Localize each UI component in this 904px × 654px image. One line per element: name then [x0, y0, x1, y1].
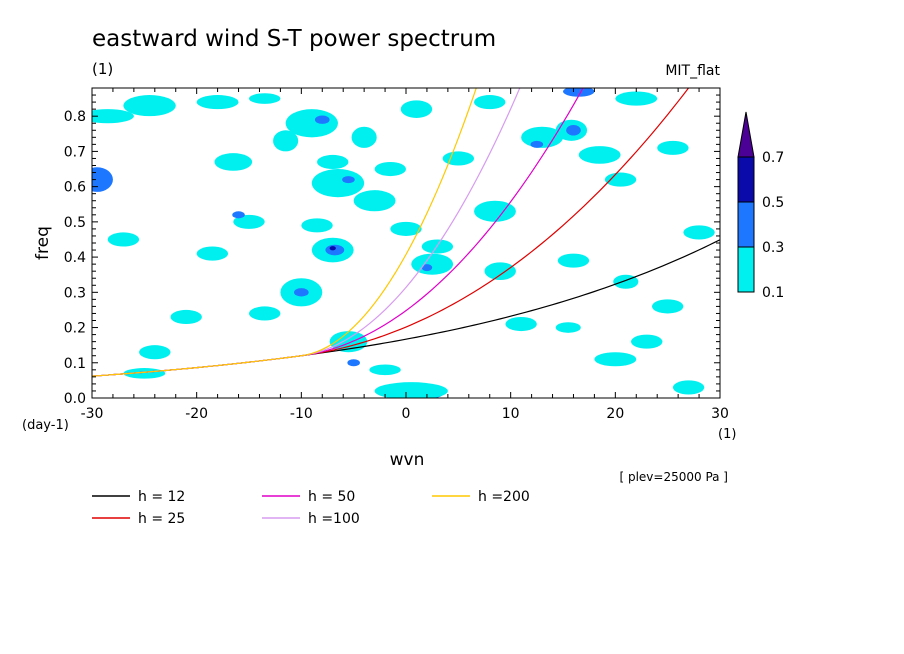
spectral-power-blob: [369, 364, 401, 376]
x-axis: -30 -20 -10 0 10 20 30: [81, 88, 729, 422]
x-tick-label: -10: [290, 406, 313, 422]
spectral-power-blob: [657, 140, 689, 155]
legend-label: h = 12: [138, 489, 185, 505]
spectral-power-blob: [442, 151, 475, 166]
spectral-power-blob: [249, 93, 281, 104]
spectral-power-blob: [232, 211, 245, 219]
y-axis: 0.0 0.1 0.2 0.3 0.4 0.5 0.6 0.7 0.8: [64, 87, 720, 407]
y-tick-label: 0.5: [64, 215, 86, 231]
colorbar-triangle: [737, 111, 755, 158]
spectral-power-blob: [233, 214, 265, 229]
x-tick-label: -30: [81, 406, 104, 422]
x-unit-label: (1): [718, 427, 736, 442]
spectral-power-blob: [474, 95, 506, 110]
y-tick-label: 0.6: [64, 180, 86, 196]
spectral-power-blob: [631, 334, 663, 349]
spectral-power-blob: [92, 167, 113, 192]
spectral-power-blob: [347, 359, 360, 367]
spectral-power-blob: [317, 154, 349, 170]
spectral-power-blob: [294, 288, 309, 297]
dispersion-curve: [92, 88, 477, 377]
y-tick-label: 0.8: [64, 109, 86, 125]
spectral-power-blob: [390, 221, 422, 236]
spectral-power-blob: [214, 153, 253, 171]
legend-label: h =100: [308, 511, 360, 527]
spectral-power-blob: [563, 88, 595, 97]
spectral-power-blob: [530, 140, 544, 148]
spectral-power-blob: [170, 309, 202, 325]
spectral-power-blob: [615, 91, 658, 106]
y-tick-label: 0.3: [64, 285, 86, 301]
legend-label: h =200: [478, 489, 530, 505]
legend-label: h = 25: [138, 511, 185, 527]
spectral-power-blob: [325, 244, 345, 256]
colorbar-label: 0.3: [762, 240, 784, 256]
spectral-power-blob: [651, 299, 684, 314]
legend: h = 12 h = 25 h = 50 h =100 h =200: [92, 489, 530, 527]
spectral-power-blob: [123, 368, 166, 379]
colorbar: 0.1 0.3 0.5 0.7: [737, 111, 784, 301]
spectral-power-blob: [672, 380, 705, 395]
spectral-power-blob: [557, 253, 590, 268]
spectral-power-blob: [555, 322, 581, 333]
spectral-power-blob: [400, 100, 433, 118]
colorbar-segment: [737, 201, 755, 248]
spectral-power-blob: [683, 225, 715, 240]
spectral-power-blob: [196, 95, 239, 110]
y-tick-label: 0.1: [64, 356, 86, 372]
spectral-power-blob: [314, 115, 330, 124]
spectral-power-blob: [196, 246, 229, 261]
spectral-power-blob: [566, 124, 581, 136]
spectral-power-blob: [311, 169, 365, 198]
spectral-power-blob: [374, 382, 448, 398]
chart-subtitle-left: (1): [92, 60, 113, 78]
y-tick-label: 0.2: [64, 321, 86, 337]
spectral-power-blob: [92, 109, 134, 124]
spectral-power-blob: [123, 95, 176, 117]
colorbar-label: 0.5: [762, 195, 784, 211]
x-tick-label: 20: [606, 406, 624, 422]
x-tick-label: -20: [185, 406, 208, 422]
spectral-power-blob: [342, 176, 355, 184]
chart-title: eastward wind S-T power spectrum: [92, 26, 496, 52]
spectral-power-blob: [594, 352, 637, 367]
chart-subtitle-right: MIT_flat: [665, 63, 720, 79]
colorbar-label: 0.7: [762, 150, 784, 166]
colorbar-label: 0.1: [762, 285, 784, 301]
y-tick-label: 0.7: [64, 144, 86, 160]
spectral-power-blob: [578, 146, 621, 164]
y-axis-label: freq: [33, 226, 53, 260]
spectral-power-blob: [273, 130, 299, 152]
x-tick-label: 0: [402, 406, 411, 422]
spectral-power-blob: [329, 246, 336, 251]
dispersion-curves-group: [92, 88, 720, 377]
plot-area: [92, 88, 720, 398]
spectral-power-blob: [139, 345, 171, 360]
contour-fill-group: [92, 88, 715, 398]
x-tick-label: 30: [711, 406, 729, 422]
spectral-power-blob: [604, 172, 637, 187]
x-tick-label: 10: [502, 406, 520, 422]
legend-label: h = 50: [308, 489, 355, 505]
plev-annotation: [ plev=25000 Pa ]: [619, 470, 728, 484]
spectral-power-blob: [249, 306, 281, 321]
spectral-power-blob: [505, 316, 537, 332]
x-axis-label: wvn: [390, 450, 425, 470]
spectral-power-blob: [353, 190, 396, 212]
y-tick-label: 0.0: [64, 391, 86, 407]
spectral-power-blob: [351, 126, 377, 148]
spectral-power-blob: [301, 218, 333, 233]
spectral-power-blob: [421, 264, 433, 272]
colorbar-segment: [737, 156, 755, 203]
colorbar-segment: [737, 246, 755, 293]
y-unit-label: (day-1): [22, 418, 69, 433]
y-tick-label: 0.4: [64, 250, 86, 266]
spectral-power-blob: [474, 200, 516, 222]
spectral-power-blob: [374, 161, 406, 177]
spectral-power-blob: [484, 262, 516, 280]
spectral-power-blob: [107, 232, 140, 247]
spectral-power-blob: [411, 253, 454, 275]
